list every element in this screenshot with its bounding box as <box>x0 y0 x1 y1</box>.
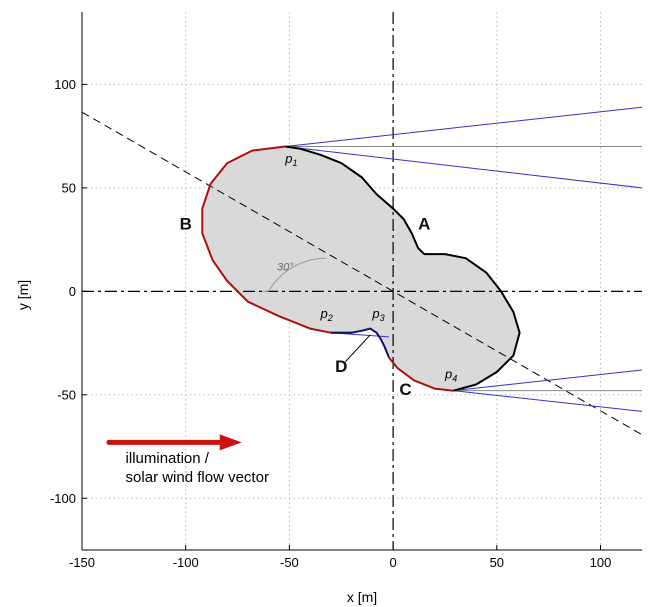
plot-area <box>82 12 642 550</box>
notch-d-boundary <box>330 327 390 358</box>
y-axis-label: y [m] <box>15 280 31 310</box>
point-label-p2: p2 <box>320 306 333 323</box>
point-label-base: p <box>284 151 292 166</box>
x-tick-label: 50 <box>490 555 504 570</box>
point-label-base: p <box>371 306 379 321</box>
region-label-a: A <box>418 214 430 233</box>
region-label-b: B <box>180 214 192 233</box>
angle-arc <box>268 257 327 292</box>
x-tick-label: 100 <box>590 555 612 570</box>
point-label-subscript: 3 <box>380 313 385 323</box>
y-tick-label: -100 <box>50 491 76 506</box>
point-label-p3: p3 <box>371 306 384 323</box>
ray-line <box>285 106 642 147</box>
sunlit-boundary <box>285 145 521 392</box>
shadowed-boundary-b <box>201 145 352 334</box>
legend-text-line: illumination / <box>126 450 210 467</box>
point-label-subscript: 2 <box>327 313 333 323</box>
dashed-body-axis <box>82 111 642 436</box>
point-label-subscript: 1 <box>292 158 297 168</box>
point-label-p4: p4 <box>444 366 457 383</box>
angle-label: 30° <box>277 262 294 274</box>
d-leader-line <box>345 334 371 363</box>
region-label-d: D <box>335 357 347 376</box>
point-label-p1: p1 <box>284 151 297 168</box>
ray-line <box>285 146 642 189</box>
y-tick-label: 100 <box>54 77 76 92</box>
point-label-base: p <box>444 366 452 381</box>
body-fill <box>202 146 520 391</box>
y-tick-label: 0 <box>69 284 76 299</box>
y-tick-label: -50 <box>57 387 76 402</box>
x-tick-label: -50 <box>280 555 299 570</box>
point-label-subscript: 4 <box>452 373 457 383</box>
ray-line <box>453 369 642 392</box>
illumination-arrow-head <box>219 434 242 451</box>
x-tick-label: -150 <box>69 555 95 570</box>
x-axis-label: x [m] <box>347 589 377 605</box>
x-tick-label: -100 <box>173 555 199 570</box>
shadowed-boundary-c <box>388 356 454 392</box>
legend-text-line: solar wind flow vector <box>126 469 269 486</box>
y-tick-label: 50 <box>62 180 76 195</box>
region-label-c: C <box>399 380 411 399</box>
point-label-base: p <box>320 306 328 321</box>
x-tick-label: 0 <box>389 555 396 570</box>
ray-line <box>453 390 642 412</box>
axes-frame: -150 -100 -50 0 50 100 -100 -50 0 50 100 <box>50 12 642 570</box>
